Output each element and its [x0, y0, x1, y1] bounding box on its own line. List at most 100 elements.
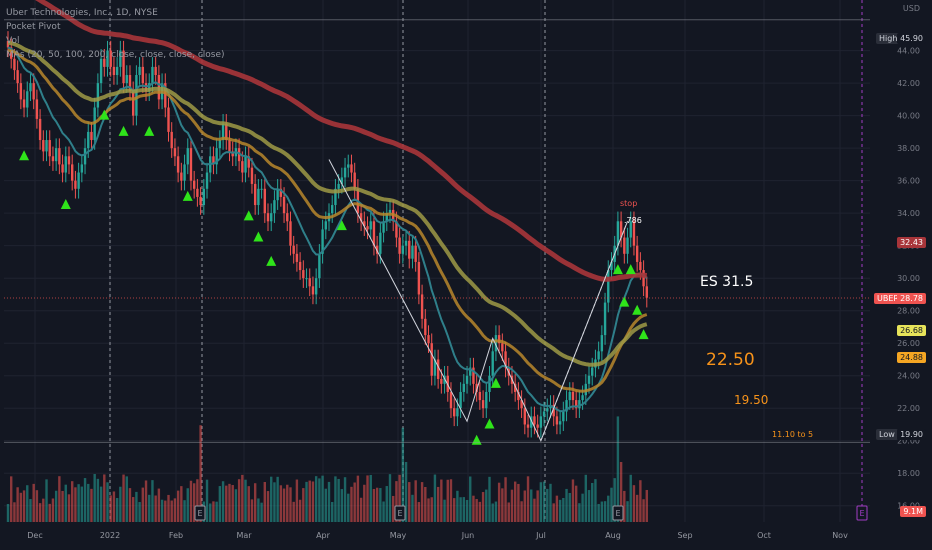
volume-bar [433, 474, 437, 522]
candle-body [462, 383, 466, 392]
volume-bar [372, 488, 376, 522]
volume-bar [308, 480, 311, 522]
candle-body [497, 335, 501, 344]
candle-body [424, 318, 427, 336]
candle-body [186, 148, 189, 165]
volume-bar [87, 483, 90, 522]
volume-bar [311, 481, 315, 522]
price-tick: 40.00 [897, 112, 920, 121]
volume-bar [549, 483, 552, 522]
indicator-pocket-pivot[interactable]: Pocket Pivot [6, 22, 61, 32]
high-label: High [876, 33, 901, 44]
candle-body [87, 131, 90, 149]
volume-bar [292, 501, 295, 522]
candle-body [555, 416, 559, 425]
volume-bar [19, 492, 23, 522]
candle-body [266, 213, 270, 222]
volume-bar [170, 500, 173, 522]
candle-body [19, 83, 23, 100]
candle-body [253, 183, 257, 206]
volume-bar [122, 474, 125, 522]
candle-body [148, 83, 151, 92]
volume-bar [504, 477, 507, 522]
moving-averages [7, 0, 648, 413]
candle-body [552, 404, 555, 417]
volume-bar [530, 489, 533, 522]
volume-bar [298, 499, 302, 522]
volume-bar [462, 497, 466, 522]
candle-body [32, 83, 35, 100]
candle-body [574, 400, 578, 409]
candle-body [385, 213, 388, 222]
candle-body [353, 172, 356, 189]
volume-bar [347, 493, 350, 522]
volume-bar [266, 491, 270, 522]
candle-body [45, 140, 48, 152]
indicator-volume[interactable]: Vol [6, 36, 20, 46]
volume-bar [83, 478, 87, 522]
volume-bar [363, 484, 366, 522]
candle-body [546, 408, 549, 412]
candle-body [337, 183, 340, 189]
annotation-target-1: 22.50 [706, 350, 755, 370]
candle-body [388, 209, 392, 214]
pocket-pivot-marker [99, 109, 110, 120]
volume-bar [581, 493, 584, 522]
candle-body [331, 205, 334, 214]
volume-bar [270, 476, 273, 522]
candle-body [35, 99, 39, 119]
candle-body [626, 237, 629, 254]
volume-bar [321, 475, 324, 522]
candle-body [192, 180, 196, 189]
candle-body [311, 286, 315, 295]
candle-body [501, 343, 504, 352]
pocket-pivot-marker [182, 190, 193, 201]
high-value: 45.90 [897, 33, 926, 44]
volume-bar [591, 482, 594, 522]
volume-bar [546, 488, 549, 522]
candle-body [578, 400, 581, 409]
candle-body [180, 172, 183, 181]
candle-body [369, 221, 372, 230]
volume-bar [568, 493, 571, 522]
volume-bar [510, 489, 514, 522]
volume-bar [247, 486, 250, 522]
volume-bar [144, 480, 148, 522]
volume-bar [38, 503, 42, 522]
candle-body [29, 83, 32, 92]
candle-body [80, 164, 84, 173]
candle-body [481, 400, 485, 409]
volume-bars [6, 416, 648, 522]
volume-bar [408, 482, 411, 522]
price-tick: 42.00 [897, 79, 920, 88]
volume-bar [401, 427, 405, 522]
indicator-mas[interactable]: MAs (20, 50, 100, 200, close, close, clo… [6, 50, 225, 60]
time-label: Aug [605, 531, 621, 540]
volume-bar [600, 501, 604, 522]
volume-bar [366, 475, 369, 522]
candle-body [314, 278, 318, 295]
candle-body [122, 50, 125, 84]
candle-body [642, 270, 645, 287]
volume-bar [164, 500, 167, 522]
volume-bar [45, 479, 48, 522]
volume-bar [10, 476, 13, 522]
volume-bar [472, 495, 475, 522]
candle-body [263, 188, 266, 214]
volume-bar [452, 498, 456, 522]
price-tick: 22.00 [897, 404, 920, 413]
volume-bar [64, 484, 67, 522]
volume-bar [478, 501, 482, 522]
volume-bar [469, 476, 472, 522]
candle-body [212, 156, 215, 165]
candle-body [536, 424, 539, 428]
volume-bar [494, 501, 498, 522]
candle-body [135, 75, 138, 116]
candle-body [452, 408, 456, 417]
volume-bar [414, 480, 417, 522]
candle-body [228, 140, 231, 152]
annotation-range: 11.10 to 5 [772, 430, 814, 439]
volume-bar [112, 491, 116, 522]
volume-bar [221, 481, 225, 522]
